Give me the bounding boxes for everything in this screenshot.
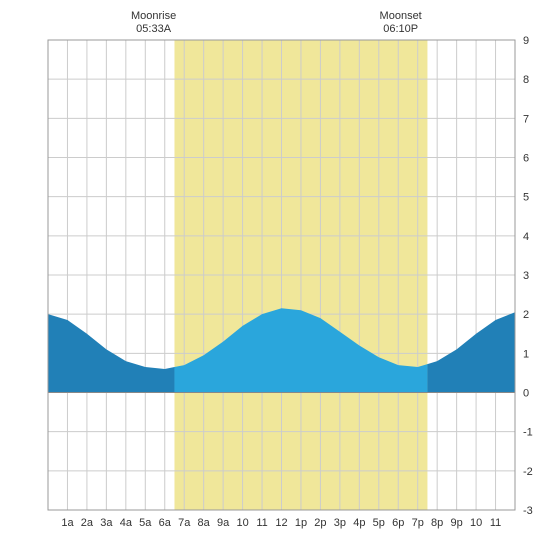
- moonrise-title: Moonrise: [131, 10, 176, 22]
- y-tick-label: 3: [523, 270, 529, 282]
- x-tick-label: 10: [236, 517, 248, 529]
- y-tick-label: 5: [523, 192, 529, 204]
- x-tick-label: 4a: [120, 517, 133, 529]
- chart-svg: -3-2-101234567891a2a3a4a5a6a7a8a9a101112…: [10, 10, 540, 540]
- x-tick-label: 11: [490, 517, 501, 529]
- x-tick-label: 7p: [412, 517, 424, 529]
- y-tick-label: 2: [523, 309, 529, 321]
- moonset-title: Moonset: [380, 10, 422, 22]
- tide-night-pm: [427, 312, 515, 392]
- x-tick-label: 3p: [334, 517, 346, 529]
- x-tick-label: 11: [256, 517, 267, 529]
- x-tick-label: 1a: [61, 517, 74, 529]
- moonrise-label: Moonrise 05:33A: [131, 10, 176, 36]
- y-tick-label: 8: [523, 74, 529, 86]
- y-tick-label: -2: [523, 466, 533, 478]
- x-tick-label: 9a: [217, 517, 230, 529]
- moonset-time: 06:10P: [383, 23, 418, 35]
- x-tick-label: 9p: [451, 517, 463, 529]
- x-tick-label: 8p: [431, 517, 443, 529]
- y-tick-label: 6: [523, 153, 529, 165]
- x-tick-label: 5p: [373, 517, 385, 529]
- y-tick-label: 7: [523, 113, 529, 125]
- x-tick-label: 1p: [295, 517, 307, 529]
- y-tick-label: 1: [523, 348, 529, 360]
- x-tick-label: 2a: [81, 517, 94, 529]
- moonrise-time: 05:33A: [136, 23, 171, 35]
- x-tick-label: 8a: [198, 517, 211, 529]
- y-tick-label: -1: [523, 427, 533, 439]
- x-tick-label: 2p: [314, 517, 326, 529]
- y-tick-label: 4: [523, 231, 529, 243]
- x-tick-label: 10: [470, 517, 482, 529]
- x-tick-label: 6a: [159, 517, 172, 529]
- x-tick-label: 6p: [392, 517, 404, 529]
- x-tick-label: 3a: [100, 517, 113, 529]
- x-tick-label: 7a: [178, 517, 191, 529]
- x-tick-label: 4p: [353, 517, 365, 529]
- y-tick-label: -3: [523, 505, 533, 517]
- x-tick-label: 12: [275, 517, 287, 529]
- tide-chart: Moonrise 05:33A Moonset 06:10P -3-2-1012…: [10, 10, 540, 540]
- y-tick-label: 0: [523, 388, 529, 400]
- x-tick-label: 5a: [139, 517, 152, 529]
- moonset-label: Moonset 06:10P: [380, 10, 422, 36]
- y-tick-label: 9: [523, 35, 529, 47]
